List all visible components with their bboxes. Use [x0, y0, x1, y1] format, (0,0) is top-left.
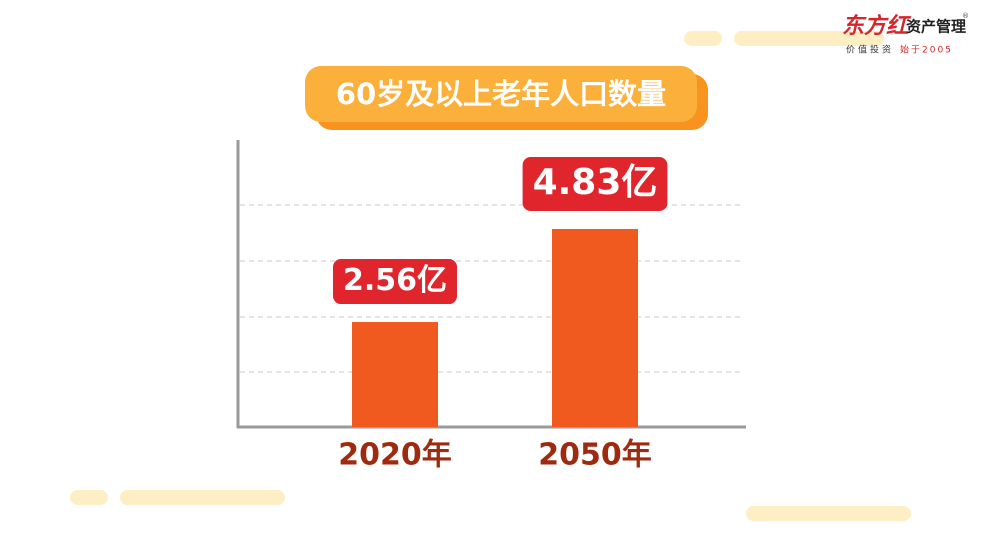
bar	[552, 228, 638, 427]
value-label-bg	[522, 156, 668, 211]
value-label-bg	[332, 259, 458, 305]
value-label: 4.83亿	[533, 162, 658, 203]
decor	[734, 31, 884, 46]
x-tick-label: 2050年	[538, 438, 652, 473]
bar	[352, 322, 438, 427]
x-tick-label: 2020年	[338, 438, 452, 473]
decor	[120, 490, 285, 505]
decor	[684, 31, 722, 46]
logo-slogan: 价值投资	[846, 44, 894, 56]
logo-name: 资产管理	[906, 18, 966, 36]
decor	[746, 506, 911, 521]
logo-slogan-accent: 始于2005	[900, 44, 953, 56]
value-label: 2.56亿	[343, 263, 447, 298]
chart-title: 60岁及以上老年人口数量	[336, 77, 666, 111]
logo-brand: 东方红	[842, 13, 912, 39]
decor	[70, 490, 108, 505]
title-pill	[305, 66, 697, 122]
logo-mark: ®	[962, 12, 969, 20]
